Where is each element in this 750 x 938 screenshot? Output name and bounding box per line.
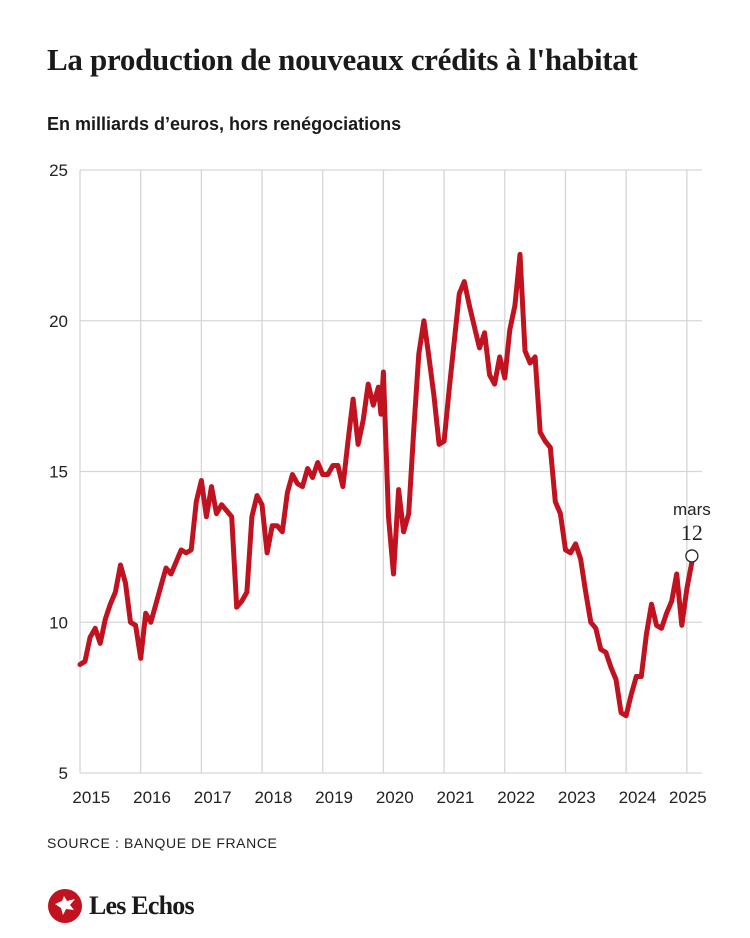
y-tick-label: 15	[49, 463, 68, 482]
y-tick-label: 10	[49, 613, 68, 632]
chart-subtitle: En milliards d’euros, hors renégociation…	[47, 114, 402, 134]
x-tick-label: 2023	[558, 788, 596, 807]
x-tick-label: 2019	[315, 788, 353, 807]
y-tick-label: 25	[49, 161, 68, 180]
y-tick-label: 5	[59, 764, 68, 783]
x-tick-label: 2016	[133, 788, 171, 807]
y-tick-label: 20	[49, 312, 68, 331]
x-tick-label: 2015	[72, 788, 110, 807]
grid	[79, 169, 702, 774]
brand-logo: Les Echos	[47, 888, 195, 924]
annotation-value: 12	[681, 520, 703, 545]
x-tick-label: 2024	[619, 788, 657, 807]
series-line-credits	[77, 251, 695, 719]
x-tick-label: 2018	[254, 788, 292, 807]
source-note: SOURCE : BANQUE DE FRANCE	[47, 835, 278, 851]
x-tick-label: 2017	[194, 788, 232, 807]
last-point-marker	[685, 549, 699, 563]
x-tick-label: 2022	[497, 788, 535, 807]
chart-title: La production de nouveaux crédits à l'ha…	[47, 42, 638, 77]
annotation-month: mars	[673, 500, 711, 519]
brand-name: Les Echos	[89, 891, 195, 920]
x-tick-label: 2021	[437, 788, 475, 807]
x-tick-label: 2020	[376, 788, 414, 807]
les-echos-logo-icon	[48, 889, 82, 923]
x-tick-label: 2025	[669, 788, 707, 807]
